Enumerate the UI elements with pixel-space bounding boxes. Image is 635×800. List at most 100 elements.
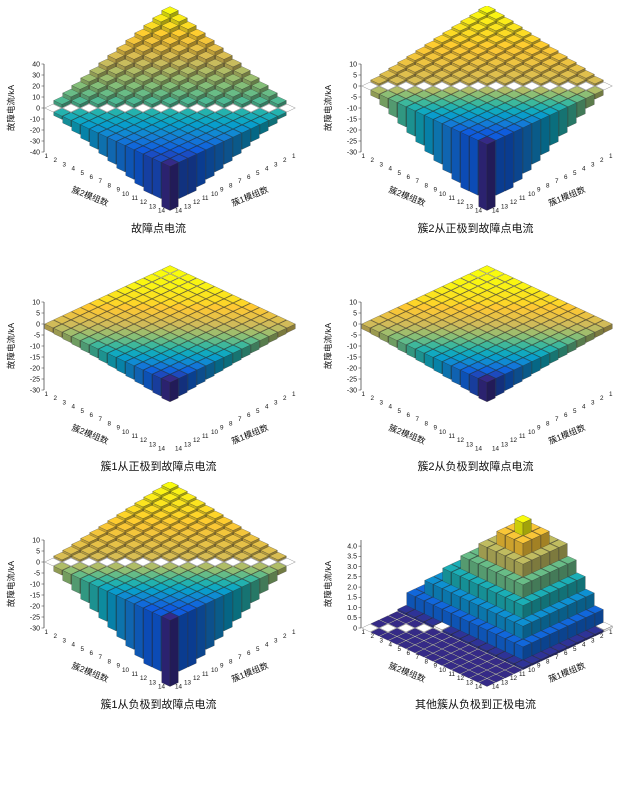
chart-caption-3: 簇1从正极到故障点电流 — [100, 461, 217, 473]
svg-text:13: 13 — [466, 679, 474, 686]
svg-text:2: 2 — [53, 395, 57, 402]
svg-text:10: 10 — [528, 429, 536, 436]
svg-text:8: 8 — [546, 658, 550, 665]
svg-text:14: 14 — [158, 208, 166, 215]
bars — [44, 265, 296, 402]
bars — [361, 6, 613, 211]
svg-text:11: 11 — [519, 671, 526, 678]
svg-text:0: 0 — [353, 321, 357, 328]
svg-text:故障电流/kA: 故障电流/kA — [323, 561, 333, 608]
svg-text:2: 2 — [370, 395, 374, 402]
svg-text:14: 14 — [175, 446, 183, 453]
svg-text:-30: -30 — [347, 387, 357, 394]
svg-text:10: 10 — [122, 667, 130, 674]
svg-text:簇1模组数: 簇1模组数 — [547, 184, 587, 208]
svg-text:3: 3 — [62, 637, 66, 644]
svg-text:-20: -20 — [347, 127, 357, 134]
z-axis: 10 5 0 -5 -10 -15 -20 -25 -30 故障电流/kA — [323, 61, 362, 156]
svg-text:13: 13 — [501, 679, 509, 686]
svg-text:12: 12 — [193, 199, 201, 206]
chart-figure-5: 10 5 0 -5 -10 -15 -20 -25 -30 故障电流/kA 1 1 2 2 3 3 4 4 5 5 6 6… — [0, 482, 317, 712]
svg-text:12: 12 — [193, 675, 201, 682]
svg-text:5: 5 — [573, 646, 577, 653]
svg-text:-10: -10 — [30, 581, 40, 588]
svg-text:11: 11 — [519, 195, 526, 202]
svg-text:3: 3 — [591, 161, 595, 168]
z-axis: 10 5 0 -5 -10 -15 -20 -25 -30 故障电流/kA — [323, 299, 362, 394]
svg-text:2: 2 — [600, 157, 604, 164]
svg-text:6: 6 — [89, 412, 93, 419]
svg-text:2: 2 — [370, 633, 374, 640]
svg-text:9: 9 — [537, 425, 541, 432]
svg-text:故障电流/kA: 故障电流/kA — [323, 85, 333, 132]
svg-text:14: 14 — [492, 208, 500, 215]
chart-canvas-1: 40 30 20 10 0 -10 -20 -30 -40 故障电流/kA 1 1 2 2 3 3 4 4 5 5 6 6… — [0, 6, 317, 220]
svg-text:5: 5 — [397, 646, 401, 653]
svg-text:2: 2 — [53, 633, 57, 640]
svg-text:11: 11 — [519, 433, 526, 440]
svg-text:11: 11 — [448, 671, 455, 678]
chart-canvas-3: 10 5 0 -5 -10 -15 -20 -25 -30 故障电流/kA 1 1 2 2 3 3 4 4 5 5 6 6… — [0, 244, 317, 458]
svg-text:-30: -30 — [30, 387, 40, 394]
svg-text:13: 13 — [184, 679, 192, 686]
svg-text:4: 4 — [388, 642, 392, 649]
svg-text:9: 9 — [537, 663, 541, 670]
svg-text:5: 5 — [36, 548, 40, 555]
svg-text:0: 0 — [353, 625, 357, 632]
svg-text:0.5: 0.5 — [347, 615, 357, 622]
svg-text:14: 14 — [492, 446, 500, 453]
svg-text:5: 5 — [397, 170, 401, 177]
svg-text:簇2模组数: 簇2模组数 — [70, 660, 110, 684]
svg-text:4: 4 — [71, 404, 75, 411]
svg-text:8: 8 — [107, 658, 111, 665]
svg-text:13: 13 — [501, 441, 509, 448]
svg-text:-15: -15 — [347, 116, 357, 123]
svg-text:故障电流/kA: 故障电流/kA — [6, 85, 16, 132]
svg-text:10: 10 — [32, 299, 40, 306]
svg-text:-25: -25 — [30, 614, 40, 621]
svg-text:-25: -25 — [347, 138, 357, 145]
svg-text:-25: -25 — [347, 376, 357, 383]
svg-text:-10: -10 — [347, 105, 357, 112]
svg-text:-30: -30 — [347, 149, 357, 156]
svg-text:-10: -10 — [30, 343, 40, 350]
svg-text:13: 13 — [466, 441, 474, 448]
svg-text:9: 9 — [116, 663, 120, 670]
z-axis: 10 5 0 -5 -10 -15 -20 -25 -30 故障电流/kA — [6, 299, 45, 394]
svg-text:6: 6 — [564, 412, 568, 419]
svg-text:2: 2 — [283, 633, 287, 640]
chart-caption-2: 簇2从正极到故障点电流 — [417, 223, 534, 235]
svg-text:5: 5 — [256, 646, 260, 653]
svg-text:8: 8 — [107, 182, 111, 189]
svg-text:14: 14 — [175, 208, 183, 215]
svg-text:10: 10 — [32, 94, 40, 101]
svg-text:10: 10 — [32, 537, 40, 544]
svg-text:8: 8 — [424, 420, 428, 427]
svg-text:40: 40 — [32, 61, 40, 68]
svg-text:-15: -15 — [30, 592, 40, 599]
svg-text:-5: -5 — [351, 94, 357, 101]
svg-text:簇1模组数: 簇1模组数 — [547, 660, 587, 684]
svg-text:14: 14 — [492, 684, 500, 691]
svg-text:9: 9 — [220, 425, 224, 432]
svg-text:簇2模组数: 簇2模组数 — [70, 184, 110, 208]
svg-text:5: 5 — [573, 170, 577, 177]
svg-text:故障电流/kA: 故障电流/kA — [6, 323, 16, 370]
svg-text:11: 11 — [202, 671, 209, 678]
svg-text:2: 2 — [53, 157, 57, 164]
svg-text:5: 5 — [80, 170, 84, 177]
svg-text:14: 14 — [175, 684, 183, 691]
svg-text:-20: -20 — [30, 365, 40, 372]
chart-figure-4: 10 5 0 -5 -10 -15 -20 -25 -30 故障电流/kA 1 1 2 2 3 3 4 4 5 5 6 6… — [317, 244, 634, 474]
svg-text:9: 9 — [116, 425, 120, 432]
chart-caption-1: 故障点电流 — [131, 223, 186, 235]
svg-text:3.5: 3.5 — [347, 554, 357, 561]
chart-canvas-2: 10 5 0 -5 -10 -15 -20 -25 -30 故障电流/kA 1 1 2 2 3 3 4 4 5 5 6 6… — [317, 6, 634, 220]
svg-text:8: 8 — [229, 658, 233, 665]
svg-text:0: 0 — [353, 83, 357, 90]
svg-text:2: 2 — [600, 633, 604, 640]
